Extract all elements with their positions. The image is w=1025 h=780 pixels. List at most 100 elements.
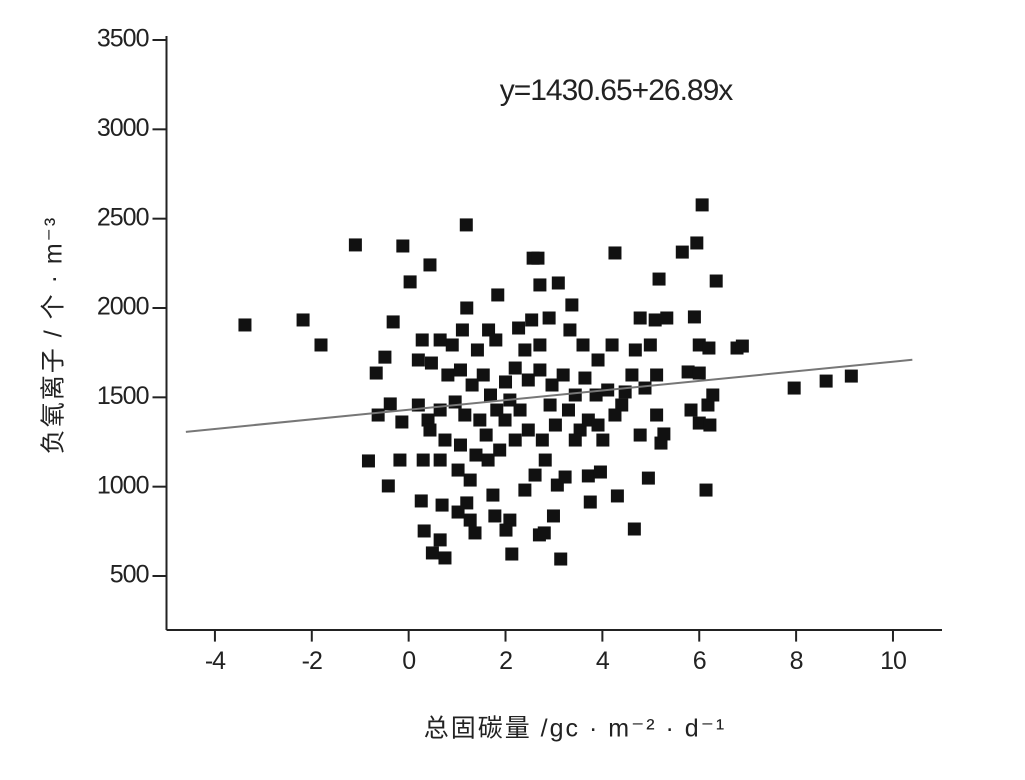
point: [416, 453, 430, 467]
point: [525, 313, 539, 327]
point: [535, 433, 549, 447]
point: [596, 433, 610, 447]
point: [581, 469, 595, 483]
point: [521, 423, 535, 437]
point: [699, 483, 713, 497]
point: [460, 301, 474, 315]
point: [561, 403, 575, 417]
point: [628, 343, 642, 357]
point: [660, 311, 674, 325]
point: [652, 272, 666, 286]
point: [499, 375, 513, 389]
point: [533, 363, 547, 377]
y-tick-label: 1500: [97, 382, 149, 410]
point: [537, 526, 551, 540]
point: [558, 470, 572, 484]
point: [633, 311, 647, 325]
point: [568, 388, 582, 402]
point: [543, 398, 557, 412]
point: [415, 333, 429, 347]
point: [568, 433, 582, 447]
point: [650, 368, 664, 382]
point: [424, 356, 438, 370]
point: [528, 468, 542, 482]
point: [381, 479, 395, 493]
point: [481, 453, 495, 467]
point: [505, 547, 519, 561]
point: [421, 413, 435, 427]
point: [563, 323, 577, 337]
point: [489, 333, 503, 347]
point: [681, 365, 695, 379]
point: [463, 473, 477, 487]
point: [396, 239, 410, 253]
point: [641, 471, 655, 485]
point: [423, 258, 437, 272]
point: [690, 236, 704, 250]
point: [627, 522, 641, 536]
point: [493, 443, 507, 457]
point: [545, 378, 559, 392]
x-tick-label: 2: [499, 647, 512, 675]
x-tick-label: 4: [596, 647, 610, 675]
y-tick-label: 1000: [97, 471, 149, 499]
point: [542, 311, 556, 325]
point: [423, 423, 437, 437]
point: [533, 278, 547, 292]
point: [591, 353, 605, 367]
point: [395, 415, 409, 429]
point: [460, 496, 474, 510]
point: [425, 546, 439, 560]
point: [576, 338, 590, 352]
point: [633, 428, 647, 442]
point: [438, 551, 452, 565]
point: [490, 403, 504, 417]
point: [533, 338, 547, 352]
point: [787, 381, 801, 395]
annotation: y=1430.65+26.89x: [500, 74, 734, 107]
point: [844, 369, 858, 383]
point: [513, 403, 527, 417]
point: [578, 371, 592, 385]
point: [378, 350, 392, 364]
point: [411, 353, 425, 367]
x-tick-label: -2: [302, 647, 322, 675]
point: [508, 433, 522, 447]
x-tick-label: 6: [693, 647, 706, 675]
y-axis-label: 负氧离子 / 个 · m⁻³: [40, 216, 68, 454]
point: [608, 408, 622, 422]
point: [498, 413, 512, 427]
point: [657, 427, 671, 441]
point: [486, 488, 500, 502]
point: [650, 408, 664, 422]
point: [610, 489, 624, 503]
point: [453, 438, 467, 452]
x-tick-label: 10: [880, 647, 906, 675]
point: [508, 361, 522, 375]
point: [479, 428, 493, 442]
point: [643, 338, 657, 352]
point: [488, 509, 502, 523]
point: [459, 218, 473, 232]
point: [314, 338, 328, 352]
point: [445, 338, 459, 352]
point: [433, 533, 447, 547]
point: [554, 552, 568, 566]
point: [484, 388, 498, 402]
point: [369, 366, 383, 380]
point: [638, 381, 652, 395]
point: [538, 453, 552, 467]
point: [701, 398, 715, 412]
point: [605, 338, 619, 352]
point: [735, 339, 749, 353]
point: [591, 418, 605, 432]
point: [518, 343, 532, 357]
point: [433, 333, 447, 347]
point: [465, 378, 479, 392]
y-tick-label: 500: [110, 561, 149, 589]
point: [438, 433, 452, 447]
point: [482, 323, 496, 337]
point: [531, 251, 545, 265]
point: [476, 368, 490, 382]
point: [453, 363, 467, 377]
